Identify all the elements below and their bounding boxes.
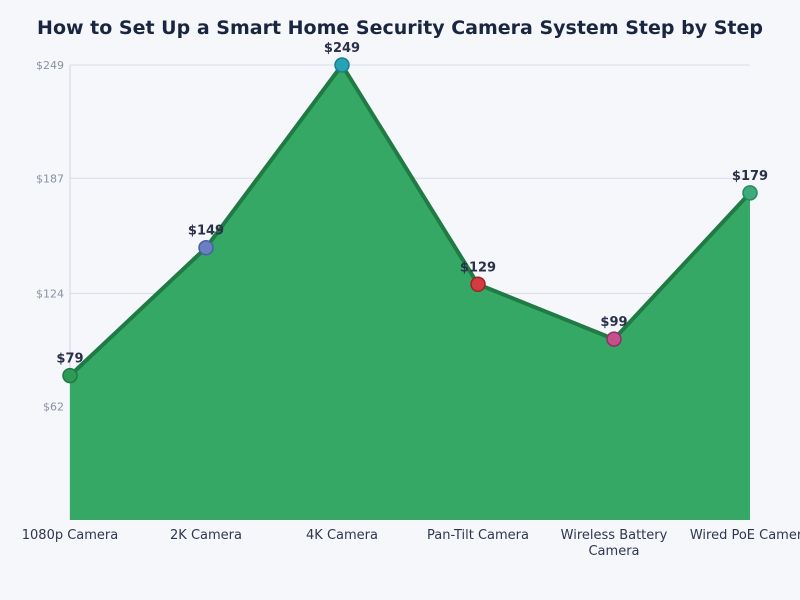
data-point xyxy=(334,57,350,73)
data-label: $129 xyxy=(460,260,496,275)
x-tick-label: 4K Camera xyxy=(306,528,378,543)
chart-title: How to Set Up a Smart Home Security Came… xyxy=(37,17,763,39)
data-point xyxy=(606,331,622,347)
area-fill xyxy=(70,65,750,520)
series-line xyxy=(68,63,752,378)
y-tick-label: $187 xyxy=(36,172,64,185)
x-tick-label: 1080p Camera xyxy=(22,528,118,543)
x-tick-label: Wireless Battery Camera xyxy=(561,528,668,559)
y-tick-label: $249 xyxy=(36,59,64,72)
data-label: $179 xyxy=(732,169,768,184)
marks-layer: $79 $149 $249 $129 $99 $179 xyxy=(56,41,768,384)
x-tick-label: Pan-Tilt Camera xyxy=(427,528,529,543)
data-label: $79 xyxy=(56,352,83,367)
data-point xyxy=(62,367,78,384)
x-tick-label: Wired PoE Camera xyxy=(690,528,800,543)
data-label: $149 xyxy=(188,224,224,239)
data-point xyxy=(742,185,758,201)
area-layer xyxy=(68,63,752,520)
data-point xyxy=(198,239,214,256)
data-label: $99 xyxy=(600,315,627,330)
x-tick-label: 2K Camera xyxy=(170,528,242,543)
y-tick-label: $124 xyxy=(36,287,64,300)
data-label: $249 xyxy=(324,41,360,56)
data-point xyxy=(470,276,486,293)
y-tick-label: $62 xyxy=(43,401,64,414)
x-axis: 1080p Camera 2K Camera 4K Camera Pan-Tilt C… xyxy=(22,528,800,559)
